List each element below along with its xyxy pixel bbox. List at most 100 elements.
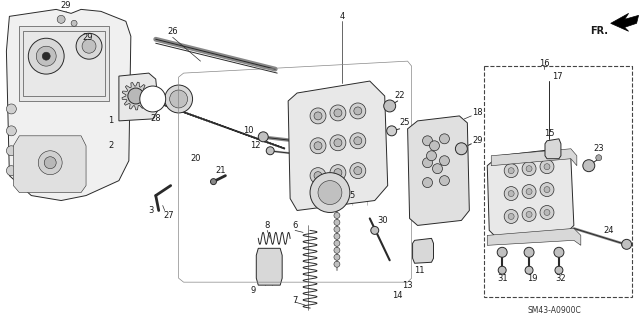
Text: 31: 31 [497, 274, 508, 283]
Text: 4: 4 [339, 12, 344, 21]
Circle shape [508, 168, 514, 174]
Circle shape [526, 189, 532, 195]
Polygon shape [6, 9, 131, 201]
Circle shape [334, 139, 342, 147]
Text: 7: 7 [292, 296, 298, 305]
Circle shape [422, 158, 433, 168]
Circle shape [314, 142, 322, 150]
Text: 2: 2 [108, 141, 113, 150]
Circle shape [429, 141, 440, 151]
Text: 10: 10 [243, 126, 253, 135]
Circle shape [522, 207, 536, 221]
Text: 29: 29 [83, 33, 93, 42]
Circle shape [170, 90, 188, 108]
Circle shape [318, 181, 342, 204]
Circle shape [28, 38, 64, 74]
Circle shape [76, 33, 102, 59]
Polygon shape [545, 139, 561, 159]
Circle shape [334, 212, 340, 219]
Text: 13: 13 [403, 281, 413, 290]
Circle shape [38, 151, 62, 174]
Text: 23: 23 [593, 144, 604, 153]
Text: 21: 21 [215, 166, 226, 175]
Circle shape [504, 210, 518, 223]
Circle shape [497, 247, 507, 257]
Circle shape [334, 169, 342, 177]
Circle shape [522, 185, 536, 198]
Circle shape [508, 213, 514, 219]
Text: 29: 29 [61, 1, 72, 10]
Circle shape [526, 211, 532, 218]
Circle shape [555, 266, 563, 274]
Circle shape [128, 88, 144, 104]
Circle shape [540, 205, 554, 219]
Text: 9: 9 [251, 286, 256, 295]
Circle shape [540, 182, 554, 197]
Text: 25: 25 [399, 118, 410, 127]
Text: 11: 11 [414, 266, 425, 275]
Text: 17: 17 [552, 71, 563, 81]
Circle shape [71, 20, 77, 26]
Text: 22: 22 [394, 92, 405, 100]
Circle shape [544, 210, 550, 215]
Circle shape [6, 104, 17, 114]
Circle shape [310, 168, 326, 184]
Polygon shape [119, 73, 159, 121]
Circle shape [334, 109, 342, 117]
Text: 19: 19 [527, 274, 538, 283]
Text: 1: 1 [108, 116, 113, 125]
Circle shape [433, 164, 442, 174]
Text: 29: 29 [472, 136, 483, 145]
Circle shape [310, 138, 326, 154]
Polygon shape [256, 248, 282, 285]
Circle shape [621, 239, 632, 249]
Polygon shape [413, 238, 433, 263]
Circle shape [504, 187, 518, 201]
Circle shape [211, 179, 216, 185]
Circle shape [350, 133, 366, 149]
Polygon shape [13, 136, 86, 193]
Circle shape [524, 247, 534, 257]
Bar [19, 26, 109, 101]
Circle shape [354, 137, 362, 145]
Polygon shape [487, 228, 581, 245]
Text: 18: 18 [472, 108, 483, 117]
Circle shape [6, 166, 17, 176]
Circle shape [266, 147, 274, 155]
Text: 32: 32 [556, 274, 566, 283]
Text: 14: 14 [392, 291, 403, 300]
Circle shape [440, 156, 449, 166]
Circle shape [314, 112, 322, 120]
Circle shape [350, 163, 366, 179]
Circle shape [554, 247, 564, 257]
Text: 24: 24 [604, 226, 614, 235]
Circle shape [330, 165, 346, 181]
Circle shape [310, 173, 350, 212]
Circle shape [334, 261, 340, 267]
Text: 26: 26 [167, 27, 178, 36]
Circle shape [508, 190, 514, 197]
Text: 27: 27 [163, 211, 174, 220]
Circle shape [440, 176, 449, 186]
Circle shape [334, 234, 340, 239]
Circle shape [371, 226, 379, 234]
Circle shape [440, 134, 449, 144]
Circle shape [334, 247, 340, 253]
Polygon shape [487, 149, 574, 240]
Text: FR.: FR. [589, 26, 608, 36]
Circle shape [57, 15, 65, 23]
Text: 16: 16 [539, 59, 549, 68]
Circle shape [82, 39, 96, 53]
Circle shape [422, 136, 433, 146]
Circle shape [140, 86, 166, 112]
Circle shape [540, 160, 554, 174]
Circle shape [354, 167, 362, 174]
Text: 15: 15 [544, 129, 554, 138]
Circle shape [544, 187, 550, 193]
Polygon shape [288, 81, 388, 211]
Circle shape [354, 107, 362, 115]
Circle shape [387, 126, 397, 136]
Circle shape [596, 155, 602, 161]
Bar [484, 66, 632, 297]
Circle shape [314, 172, 322, 180]
